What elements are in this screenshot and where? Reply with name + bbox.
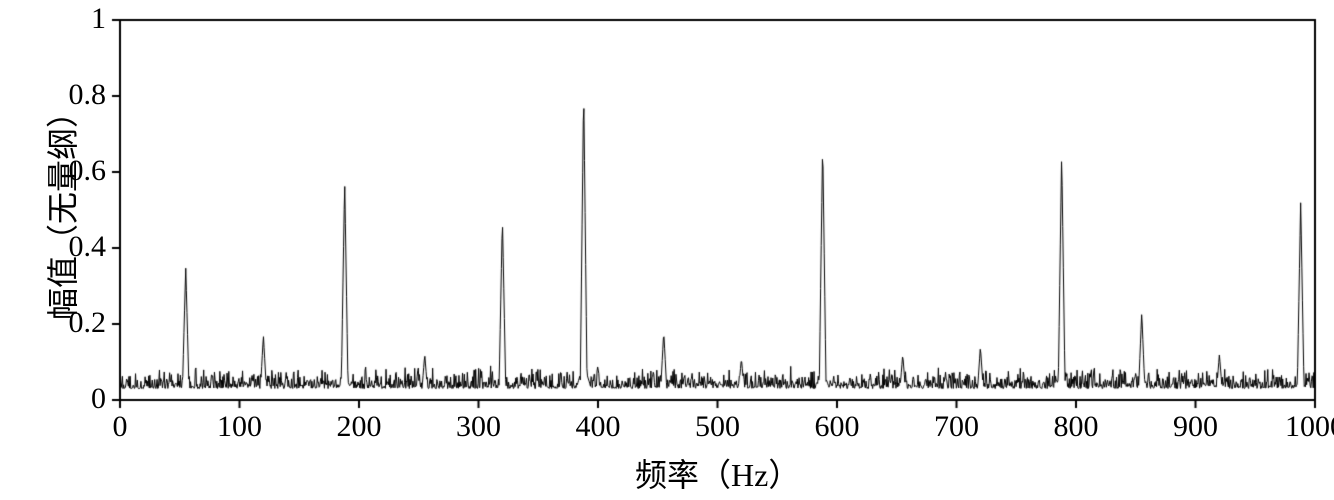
x-axis-label: 频率（Hz） bbox=[635, 450, 800, 496]
x-tick-200: 200 bbox=[337, 410, 382, 444]
x-tick-400: 400 bbox=[576, 410, 621, 444]
x-tick-100: 100 bbox=[217, 410, 262, 444]
x-tick-800: 800 bbox=[1054, 410, 1099, 444]
x-tick-900: 900 bbox=[1173, 410, 1218, 444]
x-tick-500: 500 bbox=[695, 410, 740, 444]
spectrum-canvas bbox=[0, 0, 1334, 500]
y-tick-1: 1 bbox=[91, 2, 106, 36]
y-tick-0: 0 bbox=[91, 382, 106, 416]
x-tick-600: 600 bbox=[815, 410, 860, 444]
spectrum-chart: 0 0.2 0.4 0.6 0.8 1 0 100 200 300 400 50… bbox=[0, 0, 1334, 500]
y-axis-label: 幅值（无量纲） bbox=[38, 96, 84, 320]
x-tick-700: 700 bbox=[934, 410, 979, 444]
x-tick-1000: 1000 bbox=[1285, 410, 1334, 444]
x-tick-300: 300 bbox=[456, 410, 501, 444]
x-tick-0: 0 bbox=[113, 410, 128, 444]
